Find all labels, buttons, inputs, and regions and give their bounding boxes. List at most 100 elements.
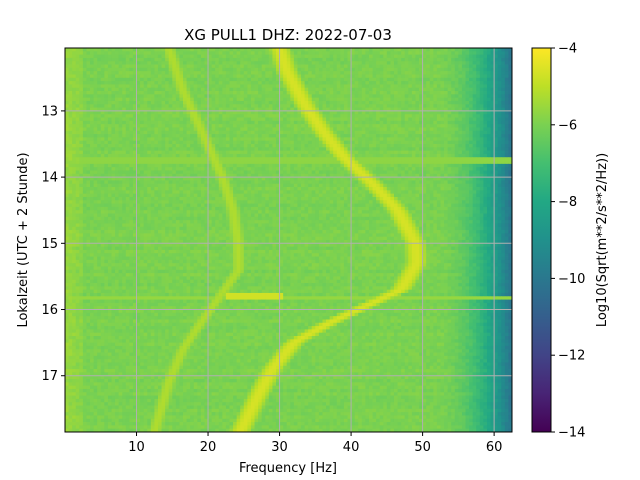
- heatmap-cell: [451, 67, 456, 72]
- heatmap-cell: [250, 97, 255, 102]
- heatmap-cell: [461, 117, 466, 122]
- heatmap-cell: [247, 94, 252, 99]
- heatmap-cell: [297, 120, 302, 125]
- heatmap-cell: [154, 107, 159, 112]
- heatmap-cell: [115, 170, 120, 175]
- heatmap-cell: [208, 104, 213, 108]
- heatmap-cell: [93, 91, 98, 95]
- heatmap-cell: [261, 144, 266, 148]
- heatmap-cell: [175, 120, 180, 125]
- heatmap-cell: [118, 163, 123, 168]
- heatmap-cell: [490, 64, 495, 69]
- heatmap-cell: [250, 74, 255, 79]
- heatmap-cell: [326, 100, 331, 105]
- heatmap-cell: [383, 114, 388, 118]
- heatmap-cell: [322, 157, 327, 161]
- heatmap-cell: [397, 48, 402, 52]
- heatmap-cell: [308, 94, 313, 99]
- heatmap-cell: [90, 150, 95, 155]
- heatmap-cell: [258, 71, 263, 75]
- heatmap-cell: [240, 173, 245, 178]
- heatmap-cell: [125, 167, 130, 171]
- heatmap-cell: [415, 100, 420, 105]
- heatmap-cell: [186, 170, 191, 175]
- heatmap-cell: [286, 140, 291, 145]
- heatmap-cell: [107, 134, 112, 138]
- heatmap-cell: [265, 167, 270, 171]
- heatmap-cell: [447, 91, 452, 95]
- heatmap-cell: [211, 100, 216, 105]
- heatmap-cell: [372, 144, 377, 148]
- heatmap-cell: [197, 104, 202, 108]
- heatmap-cell: [193, 167, 198, 171]
- heatmap-cell: [508, 100, 512, 105]
- heatmap-cell: [333, 147, 338, 152]
- heatmap-cell: [315, 110, 320, 115]
- heatmap-cell: [340, 48, 345, 52]
- heatmap-cell: [483, 130, 488, 135]
- heatmap-cell: [304, 130, 309, 135]
- heatmap-cell: [265, 120, 270, 125]
- heatmap-cell: [329, 173, 334, 178]
- heatmap-cell: [111, 157, 116, 161]
- heatmap-cell: [379, 87, 384, 92]
- heatmap-cell: [100, 124, 105, 128]
- heatmap-cell: [486, 104, 491, 108]
- heatmap-cell: [340, 147, 345, 152]
- heatmap-cell: [93, 120, 98, 125]
- heatmap-cell: [111, 150, 116, 155]
- heatmap-cell: [444, 110, 449, 115]
- heatmap-cell: [290, 67, 295, 72]
- heatmap-cell: [501, 137, 506, 142]
- heatmap-cell: [301, 120, 305, 125]
- heatmap-cell: [111, 124, 116, 128]
- heatmap-cell: [90, 67, 95, 72]
- heatmap-cell: [190, 134, 195, 138]
- heatmap-cell: [68, 124, 73, 128]
- heatmap-cell: [311, 94, 316, 99]
- heatmap-cell: [472, 61, 477, 65]
- heatmap-cell: [297, 61, 302, 65]
- heatmap-cell: [179, 144, 184, 148]
- heatmap-cell: [290, 64, 295, 69]
- heatmap-cell: [494, 137, 499, 142]
- heatmap-cell: [494, 97, 499, 102]
- heatmap-cell: [93, 177, 98, 181]
- heatmap-cell: [479, 91, 484, 95]
- heatmap-cell: [90, 170, 95, 175]
- heatmap-cell: [136, 150, 141, 155]
- heatmap-cell: [436, 117, 441, 122]
- heatmap-cell: [90, 140, 95, 145]
- heatmap-cell: [225, 77, 230, 82]
- heatmap-cell: [486, 160, 491, 165]
- heatmap-cell: [129, 173, 134, 178]
- heatmap-cell: [172, 117, 177, 122]
- heatmap-cell: [272, 100, 277, 105]
- heatmap-cell: [368, 110, 373, 115]
- heatmap-cell: [200, 54, 205, 59]
- heatmap-cell: [222, 74, 227, 79]
- heatmap-cell: [429, 100, 434, 105]
- heatmap-cell: [218, 170, 223, 175]
- heatmap-cell: [222, 153, 227, 158]
- heatmap-cell: [379, 153, 384, 158]
- heatmap-cell: [218, 157, 223, 161]
- heatmap-cell: [404, 54, 409, 59]
- heatmap-cell: [397, 104, 402, 108]
- heatmap-cell: [376, 67, 381, 72]
- heatmap-cell: [225, 74, 230, 79]
- heatmap-cell: [286, 91, 291, 95]
- heatmap-cell: [129, 84, 134, 89]
- heatmap-cell: [386, 87, 391, 92]
- heatmap-cell: [154, 110, 159, 115]
- heatmap-cell: [436, 61, 441, 65]
- heatmap-cell: [258, 170, 263, 175]
- heatmap-cell: [258, 91, 263, 95]
- heatmap-cell: [454, 120, 459, 125]
- heatmap-cell: [104, 173, 109, 178]
- heatmap-cell: [111, 91, 116, 95]
- heatmap-cell: [383, 153, 388, 158]
- heatmap-cell: [461, 87, 466, 92]
- heatmap-cell: [379, 107, 384, 112]
- heatmap-cell: [118, 137, 123, 142]
